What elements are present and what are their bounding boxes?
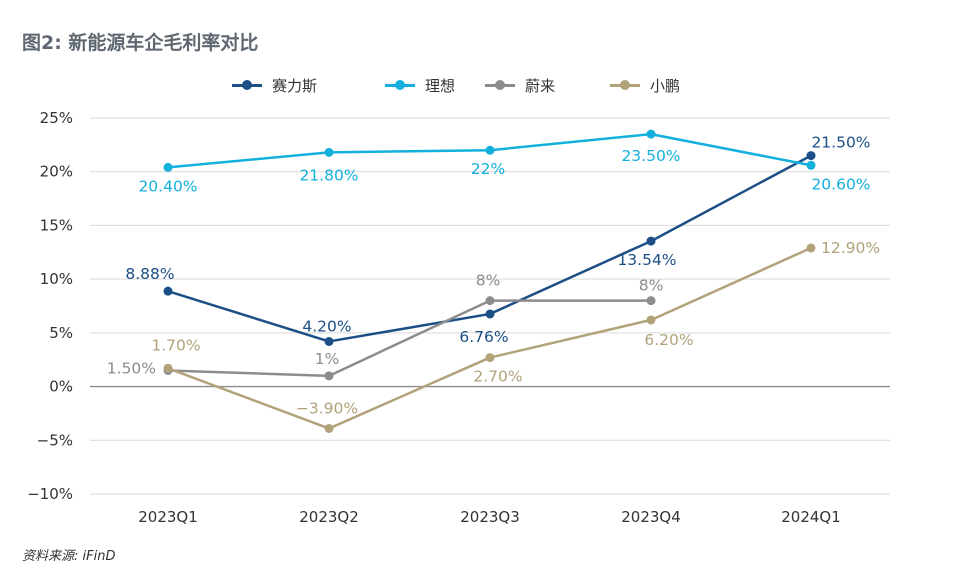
data-label: 2.70%	[473, 368, 522, 386]
data-point	[324, 336, 334, 346]
y-tick-label: 20%	[40, 163, 73, 181]
legend-marker-li-auto	[395, 79, 405, 90]
data-label: 23.50%	[621, 147, 680, 165]
data-label: 6.20%	[644, 331, 693, 349]
data-label: 13.54%	[617, 251, 676, 269]
data-point	[163, 363, 173, 373]
data-label: 1%	[315, 350, 340, 368]
legend-label-seres: 赛力斯	[272, 76, 318, 95]
legend-item-nio: 蔚来	[485, 74, 555, 96]
data-point	[485, 353, 495, 363]
y-tick-label: 0%	[49, 378, 73, 396]
data-point	[806, 243, 816, 253]
data-point	[646, 315, 656, 325]
data-point	[163, 286, 173, 296]
data-point	[485, 145, 495, 155]
x-tick-label: 2023Q2	[299, 508, 359, 526]
data-label: 4.20%	[302, 317, 351, 335]
legend-marker-xpeng	[620, 79, 630, 90]
legend-line-li-auto	[385, 79, 415, 90]
data-label: 6.76%	[459, 328, 508, 346]
legend: 赛力斯 理想 蔚来 小鹏	[0, 74, 958, 96]
y-tick-label: −5%	[37, 431, 73, 449]
legend-marker-seres	[242, 79, 252, 90]
data-point	[806, 160, 816, 170]
data-point	[646, 296, 656, 306]
data-label: 20.40%	[138, 177, 197, 195]
data-point	[324, 423, 334, 433]
data-label: 8%	[476, 272, 501, 290]
data-point	[163, 162, 173, 172]
data-label: 20.60%	[811, 175, 870, 193]
data-label: −3.90%	[296, 399, 358, 417]
series-line	[167, 299, 651, 378]
data-point	[324, 147, 334, 157]
data-label: 1.70%	[151, 336, 200, 354]
x-tick-label: 2023Q3	[460, 508, 520, 526]
data-point	[485, 309, 495, 319]
legend-line-seres	[232, 79, 262, 90]
data-label: 22%	[471, 160, 505, 178]
legend-line-nio	[485, 79, 515, 90]
y-tick-label: 10%	[40, 270, 73, 288]
data-point	[324, 371, 334, 381]
legend-item-seres: 赛力斯	[232, 74, 317, 96]
chart-title: 图2: 新能源车企毛利率对比	[22, 32, 259, 54]
legend-label-xpeng: 小鹏	[650, 76, 681, 95]
data-label: 8.88%	[125, 265, 174, 283]
legend-line-xpeng	[610, 79, 640, 90]
y-tick-label: 25%	[40, 109, 73, 127]
data-point	[646, 236, 656, 246]
x-tick-label: 2024Q1	[781, 508, 841, 526]
legend-item-li-auto: 理想	[385, 74, 455, 96]
data-label: 12.90%	[821, 239, 880, 257]
data-point	[646, 129, 656, 139]
data-label: 1.50%	[107, 359, 156, 377]
data-point	[485, 296, 495, 306]
source-note: 资料来源: iFinD	[22, 549, 116, 564]
data-label: 21.50%	[811, 134, 870, 152]
data-point	[806, 151, 816, 161]
legend-label-li-auto: 理想	[425, 76, 456, 95]
y-tick-label: 5%	[49, 324, 73, 342]
legend-label-nio: 蔚来	[525, 76, 556, 95]
y-tick-label: 15%	[40, 216, 73, 234]
data-label: 8%	[639, 277, 664, 295]
y-tick-label: −10%	[27, 485, 73, 503]
legend-item-xpeng: 小鹏	[610, 74, 680, 96]
legend-marker-nio	[495, 79, 505, 90]
x-tick-label: 2023Q4	[621, 508, 681, 526]
x-tick-label: 2023Q1	[138, 508, 198, 526]
data-label: 21.80%	[299, 166, 358, 184]
